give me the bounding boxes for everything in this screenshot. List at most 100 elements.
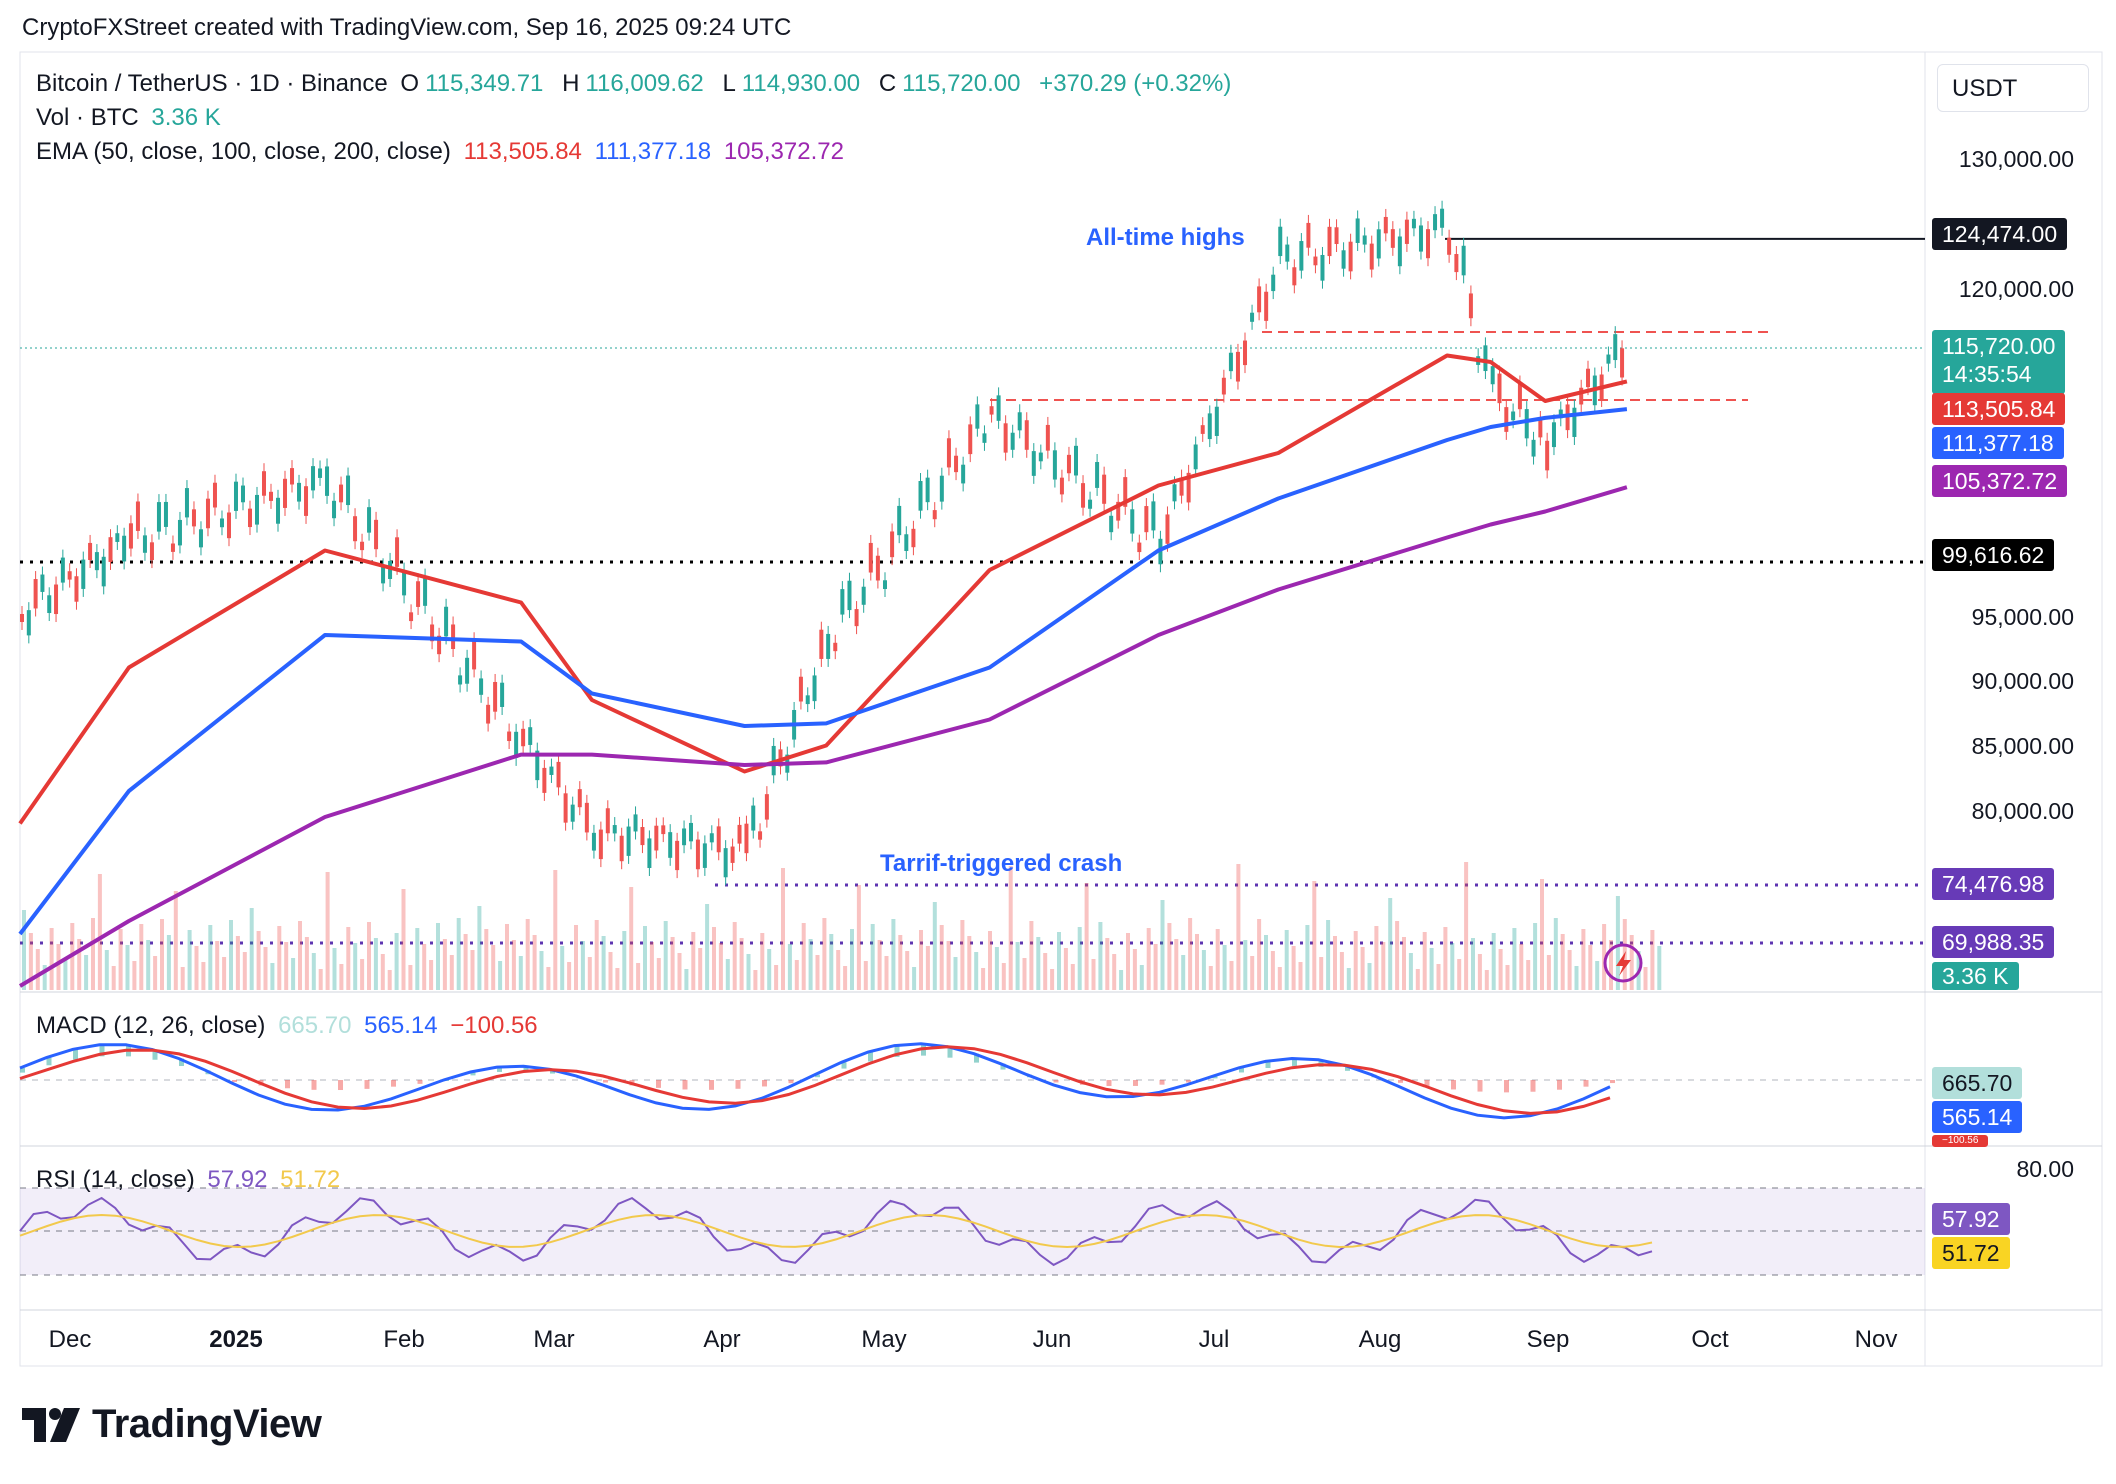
volume-bar bbox=[988, 931, 992, 990]
candle-body bbox=[633, 814, 638, 832]
volume-bar bbox=[91, 918, 95, 990]
volume-bar bbox=[1560, 934, 1565, 990]
candle-body bbox=[1123, 477, 1128, 507]
volume-bar bbox=[836, 950, 841, 990]
candle-body bbox=[737, 824, 742, 844]
volume-bar bbox=[373, 938, 378, 990]
macd-histogram-bar bbox=[523, 1066, 529, 1072]
volume-bar bbox=[1450, 943, 1455, 990]
candle-body bbox=[247, 508, 252, 528]
candle-body bbox=[584, 802, 589, 833]
volume-bar bbox=[1029, 921, 1034, 990]
volume-bar bbox=[263, 947, 268, 990]
macd-histogram-bar bbox=[232, 1080, 237, 1082]
volume-bar bbox=[277, 926, 282, 990]
candle-body bbox=[47, 595, 52, 614]
x-axis-label: 2025 bbox=[209, 1326, 263, 1353]
volume-bar bbox=[1519, 944, 1524, 990]
candle-body bbox=[764, 794, 769, 820]
volume-bar bbox=[760, 933, 765, 990]
candle-body bbox=[1468, 293, 1473, 319]
candle-body bbox=[233, 481, 238, 511]
candle-body bbox=[1066, 454, 1071, 474]
volume-bar bbox=[698, 948, 703, 990]
candle-body bbox=[1264, 291, 1269, 321]
ema-label[interactable]: EMA (50, close, 100, close, 200, close) bbox=[36, 138, 451, 165]
volume-bar bbox=[684, 969, 689, 990]
candle-body bbox=[297, 482, 302, 502]
candle-body bbox=[163, 501, 168, 527]
candle-body bbox=[961, 464, 966, 484]
tradingview-logo[interactable]: TradingView bbox=[22, 1402, 322, 1447]
candle-body bbox=[1517, 383, 1522, 410]
candle-body bbox=[840, 589, 845, 615]
ema-line-50 bbox=[18, 353, 1628, 825]
ohlc-low: L 114,930.00 bbox=[722, 70, 861, 97]
volume-bar bbox=[229, 920, 233, 990]
volume-bar bbox=[1533, 923, 1538, 990]
volume-bar bbox=[173, 891, 178, 990]
candle-body bbox=[276, 497, 281, 524]
currency-selector[interactable]: USDT bbox=[1937, 64, 2089, 112]
volume-bar bbox=[1181, 955, 1186, 990]
volume-bar bbox=[608, 952, 613, 990]
volume-bar bbox=[1105, 938, 1110, 990]
candle-body bbox=[1461, 245, 1466, 276]
volume-bar bbox=[470, 950, 475, 990]
rsi-value: 57.92 bbox=[207, 1166, 268, 1193]
candle-body bbox=[1137, 542, 1142, 553]
candle-body bbox=[219, 518, 224, 528]
volume-bar bbox=[194, 946, 199, 990]
ema50-value: 113,505.84 bbox=[463, 138, 582, 165]
candle-body bbox=[1327, 226, 1332, 257]
candle-body bbox=[1292, 267, 1297, 286]
volume-bar bbox=[1298, 962, 1303, 990]
candle-body bbox=[1511, 411, 1516, 421]
macd-histogram-bar bbox=[1186, 1080, 1191, 1083]
price-axis-label: 80,000.00 bbox=[1971, 798, 2074, 824]
volume-bar bbox=[532, 935, 537, 990]
ohlc-high: H 116,009.62 bbox=[562, 70, 704, 97]
volume-bar bbox=[953, 957, 958, 990]
candle-body bbox=[758, 831, 763, 840]
x-axis-label: Feb bbox=[383, 1326, 425, 1353]
macd-histogram-bar bbox=[1265, 1061, 1271, 1068]
candle-body bbox=[1551, 422, 1556, 448]
macd-hist-value: 665.70 bbox=[278, 1012, 352, 1039]
x-axis-label: Nov bbox=[1854, 1326, 1898, 1353]
volume-bar bbox=[22, 910, 26, 990]
volume-bar bbox=[1346, 968, 1351, 990]
volume-bar bbox=[767, 949, 772, 990]
candle-body bbox=[744, 823, 749, 854]
ema100-value: 111,377.18 bbox=[594, 138, 712, 165]
candle-body bbox=[1572, 407, 1577, 437]
volume-label[interactable]: Vol · BTC bbox=[36, 104, 139, 131]
macd-line-value: 565.14 bbox=[364, 1012, 438, 1039]
candle-body bbox=[128, 523, 133, 549]
candle-body bbox=[395, 537, 400, 567]
volume-bar bbox=[1201, 950, 1206, 990]
volume-bar bbox=[498, 961, 503, 990]
volume-bar bbox=[325, 872, 330, 990]
candle-body bbox=[486, 704, 491, 724]
header-title: CryptoFXStreet created with TradingView.… bbox=[22, 14, 792, 41]
volume-bar bbox=[567, 962, 572, 990]
candle-body bbox=[1179, 477, 1184, 496]
volume-bar bbox=[484, 929, 489, 990]
candle-body bbox=[388, 560, 393, 579]
volume-bar bbox=[1015, 942, 1020, 990]
macd-label[interactable]: MACD (12, 26, close) bbox=[36, 1012, 266, 1039]
rsi-label[interactable]: RSI (14, close) bbox=[36, 1166, 195, 1193]
candle-body bbox=[542, 767, 547, 793]
macd-signal-tag: −100.56 bbox=[1932, 1135, 1989, 1147]
candle-body bbox=[101, 556, 106, 587]
ema100-price-tag: 111,377.18 bbox=[1932, 427, 2064, 459]
volume-bar bbox=[794, 960, 799, 990]
candle-body bbox=[975, 404, 980, 429]
candle-body bbox=[40, 574, 45, 592]
volume-bar bbox=[877, 940, 882, 990]
x-axis-label: Oct bbox=[1691, 1326, 1729, 1353]
symbol-name[interactable]: Bitcoin / TetherUS · 1D · Binance bbox=[36, 70, 388, 97]
rsi-axis-label: 80.00 bbox=[2016, 1156, 2074, 1182]
